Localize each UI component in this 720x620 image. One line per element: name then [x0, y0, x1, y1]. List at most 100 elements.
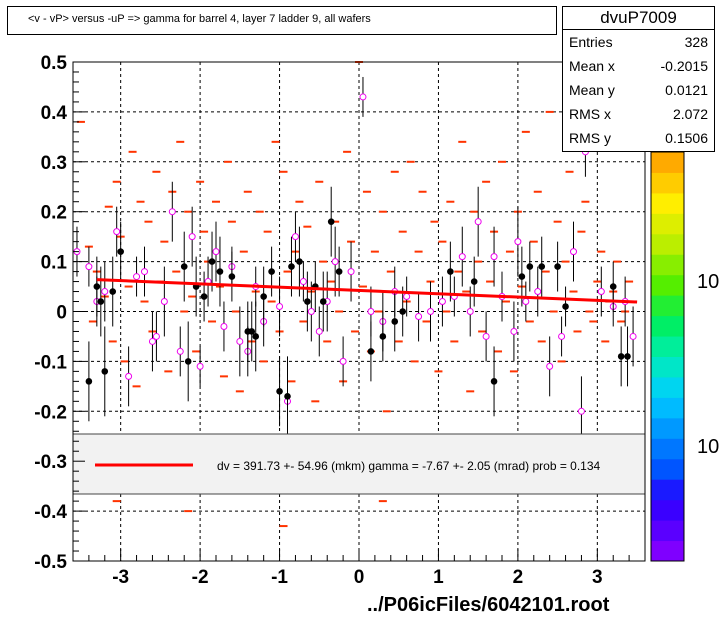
legend-text: dv = 391.73 +- 54.96 (mkm) gamma = -7.67… [217, 459, 601, 473]
y-tick-label: 0.2 [41, 203, 67, 224]
footer-filename: ../P06icFiles/6042101.root [367, 594, 610, 616]
data-point-open [331, 258, 339, 266]
data-point-open [466, 308, 474, 315]
stats-row-mean-y: Mean y 0.0121 [569, 82, 708, 98]
data-point-open [514, 238, 522, 246]
data-point-filled [609, 283, 617, 290]
data-point-open [482, 332, 490, 340]
y-tick-label: 0.5 [41, 53, 68, 74]
colorbar-segment [651, 192, 684, 214]
x-tick-label: 0 [354, 567, 365, 588]
y-tick-label: 0.1 [41, 253, 68, 274]
stats-row-rms-y: RMS y 0.1506 [569, 130, 708, 146]
data-point-filled [624, 353, 631, 360]
y-tick-label: -0.1 [34, 352, 67, 373]
colorbar-segment [651, 520, 684, 542]
data-point-open [474, 218, 482, 226]
data-point-open [490, 253, 498, 261]
data-point-open [236, 337, 244, 345]
y-tick-label: -0.3 [34, 452, 67, 473]
data-point-filled [117, 248, 124, 255]
data-point-filled [268, 268, 275, 275]
data-point-filled [248, 328, 256, 335]
data-point-open [522, 298, 530, 306]
data-point-filled [319, 298, 327, 305]
legend: dv = 391.73 +- 54.96 (mkm) gamma = -7.67… [72, 433, 646, 495]
x-tick-label: -2 [192, 567, 209, 588]
data-point-filled [490, 378, 498, 385]
data-point-open [534, 288, 542, 296]
data-point-open [160, 298, 168, 306]
colorbar-label: 10 [697, 271, 719, 293]
data-point-filled [228, 273, 236, 280]
data-point-open [85, 263, 93, 271]
data-point-filled [367, 348, 375, 355]
data-point-filled [180, 263, 188, 270]
data-point-filled [470, 278, 478, 285]
data-point-open [168, 208, 176, 216]
stats-row-rms-x: RMS x 2.072 [569, 106, 708, 122]
x-tick-label: 1 [433, 567, 444, 588]
data-point-open [403, 293, 411, 301]
stats-name: dvuP7009 [563, 7, 714, 30]
data-point-open [458, 253, 466, 261]
data-point-open [415, 312, 423, 320]
axes: -3 -2 -1 0 1 2 3 -0.5 -0.4 -0.3 -0.2 -0.1 0 0.1 0.2 0.3… [34, 53, 646, 588]
colorbar-segment [651, 376, 684, 398]
data-point-filled [216, 268, 224, 275]
colorbar-segment [651, 356, 684, 378]
colorbar-segment [651, 233, 684, 255]
data-point-filled [562, 303, 569, 310]
stats-row-entries: Entries 328 [569, 34, 708, 50]
data-point-filled [97, 298, 105, 305]
data-point-filled [518, 273, 526, 280]
data-point-open [212, 248, 220, 256]
y-tick-label: -0.5 [34, 552, 67, 573]
data-point-open [558, 332, 566, 340]
data-point-open [276, 303, 284, 311]
data-point-filled [184, 358, 192, 365]
data-point-open [113, 228, 121, 236]
data-point-open [152, 332, 160, 340]
data-point-open [291, 233, 299, 241]
data-point-open [347, 268, 355, 276]
x-tick-label: -1 [271, 567, 288, 588]
data-point-filled [327, 218, 335, 225]
colorbar-segment [651, 274, 684, 296]
fit-line [96, 278, 638, 304]
data-point-filled [304, 298, 311, 305]
data-point-filled [101, 368, 109, 375]
colorbar-segment [651, 540, 684, 562]
data-point-filled [296, 258, 303, 265]
colorbar-segment [651, 213, 684, 235]
data-point-open [438, 298, 446, 306]
data-point-filled [288, 263, 295, 270]
data-point-open [510, 327, 518, 335]
data-point-open [196, 362, 204, 370]
data-point-open [141, 268, 148, 276]
data-point-filled [200, 293, 208, 300]
colorbar-segment [651, 152, 684, 173]
data-point-open [597, 288, 605, 296]
data-point-open [299, 278, 307, 286]
data-point-open [315, 327, 323, 335]
colorbar-label: 10 [697, 436, 719, 458]
colorbar-segment [651, 336, 684, 357]
data-point-open [570, 248, 577, 256]
colorbar-segment [651, 172, 684, 194]
data-point-open [307, 308, 315, 315]
colorbar-segment [651, 458, 684, 480]
data-point-open [125, 372, 133, 380]
data-point-open [176, 347, 184, 355]
data-point-filled [617, 353, 625, 360]
colorbar-segment [651, 397, 684, 419]
colorbar-segment [651, 479, 684, 501]
data-point-filled [260, 293, 267, 300]
y-tick-label: -0.2 [34, 402, 67, 423]
data-point-open [546, 362, 554, 370]
data-point-open [359, 93, 367, 101]
data-point-filled [284, 393, 291, 400]
colorbar-segment [651, 315, 684, 337]
colorbar-segment [651, 417, 684, 439]
data-point-open [220, 322, 228, 330]
